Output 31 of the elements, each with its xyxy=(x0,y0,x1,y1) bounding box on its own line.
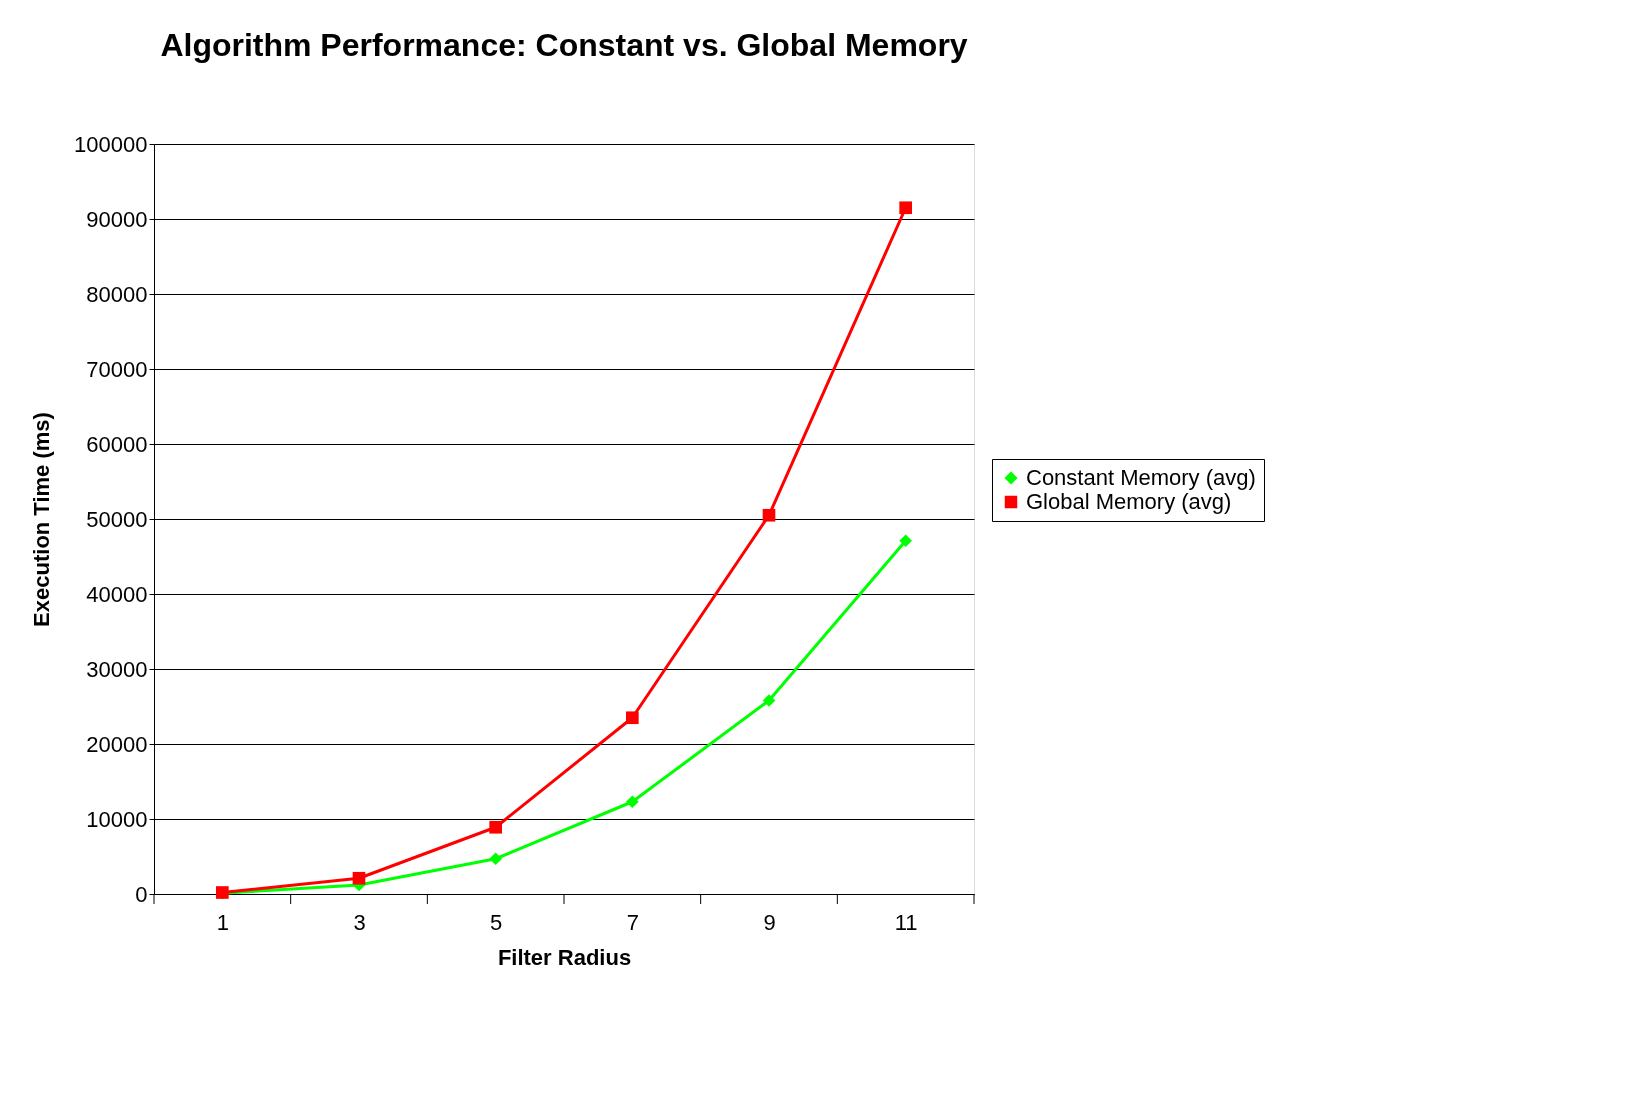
y-tick-label: 0 xyxy=(135,881,148,907)
y-tick-label: 40000 xyxy=(86,581,148,607)
x-tick-label: 9 xyxy=(763,909,776,935)
point xyxy=(352,871,366,885)
x-tick-label: 3 xyxy=(353,909,366,935)
x-tick-label: 7 xyxy=(626,909,639,935)
legend-label: Constant Memory (avg) xyxy=(1026,465,1256,490)
point xyxy=(626,795,639,809)
point xyxy=(899,534,912,548)
y-tick-label: 50000 xyxy=(86,506,148,532)
y-axis-title: Execution Time (ms) xyxy=(29,412,55,627)
point xyxy=(762,694,776,707)
y-tick-label: 100000 xyxy=(74,131,148,157)
point xyxy=(626,711,639,725)
point xyxy=(489,820,502,834)
point xyxy=(762,508,776,522)
x-tick-label: 5 xyxy=(490,909,503,935)
chart-title: Algorithm Performance: Constant vs. Global Memory xyxy=(160,27,968,63)
y-tick-label: 60000 xyxy=(86,431,148,457)
y-tick-label: 20000 xyxy=(86,731,148,757)
legend-label: Global Memory (avg) xyxy=(1026,489,1232,514)
y-tick-label: 70000 xyxy=(86,356,148,382)
point xyxy=(489,852,502,866)
point xyxy=(899,201,912,215)
y-tick-label: 90000 xyxy=(86,206,148,232)
x-tick-label: 1 xyxy=(216,909,229,935)
x-tick-label: 11 xyxy=(894,909,918,935)
y-tick-label: 10000 xyxy=(86,806,148,832)
y-tick-label: 30000 xyxy=(86,656,148,682)
x-axis-title: Filter Radius xyxy=(497,944,632,970)
y-tick-label: 80000 xyxy=(86,281,148,307)
